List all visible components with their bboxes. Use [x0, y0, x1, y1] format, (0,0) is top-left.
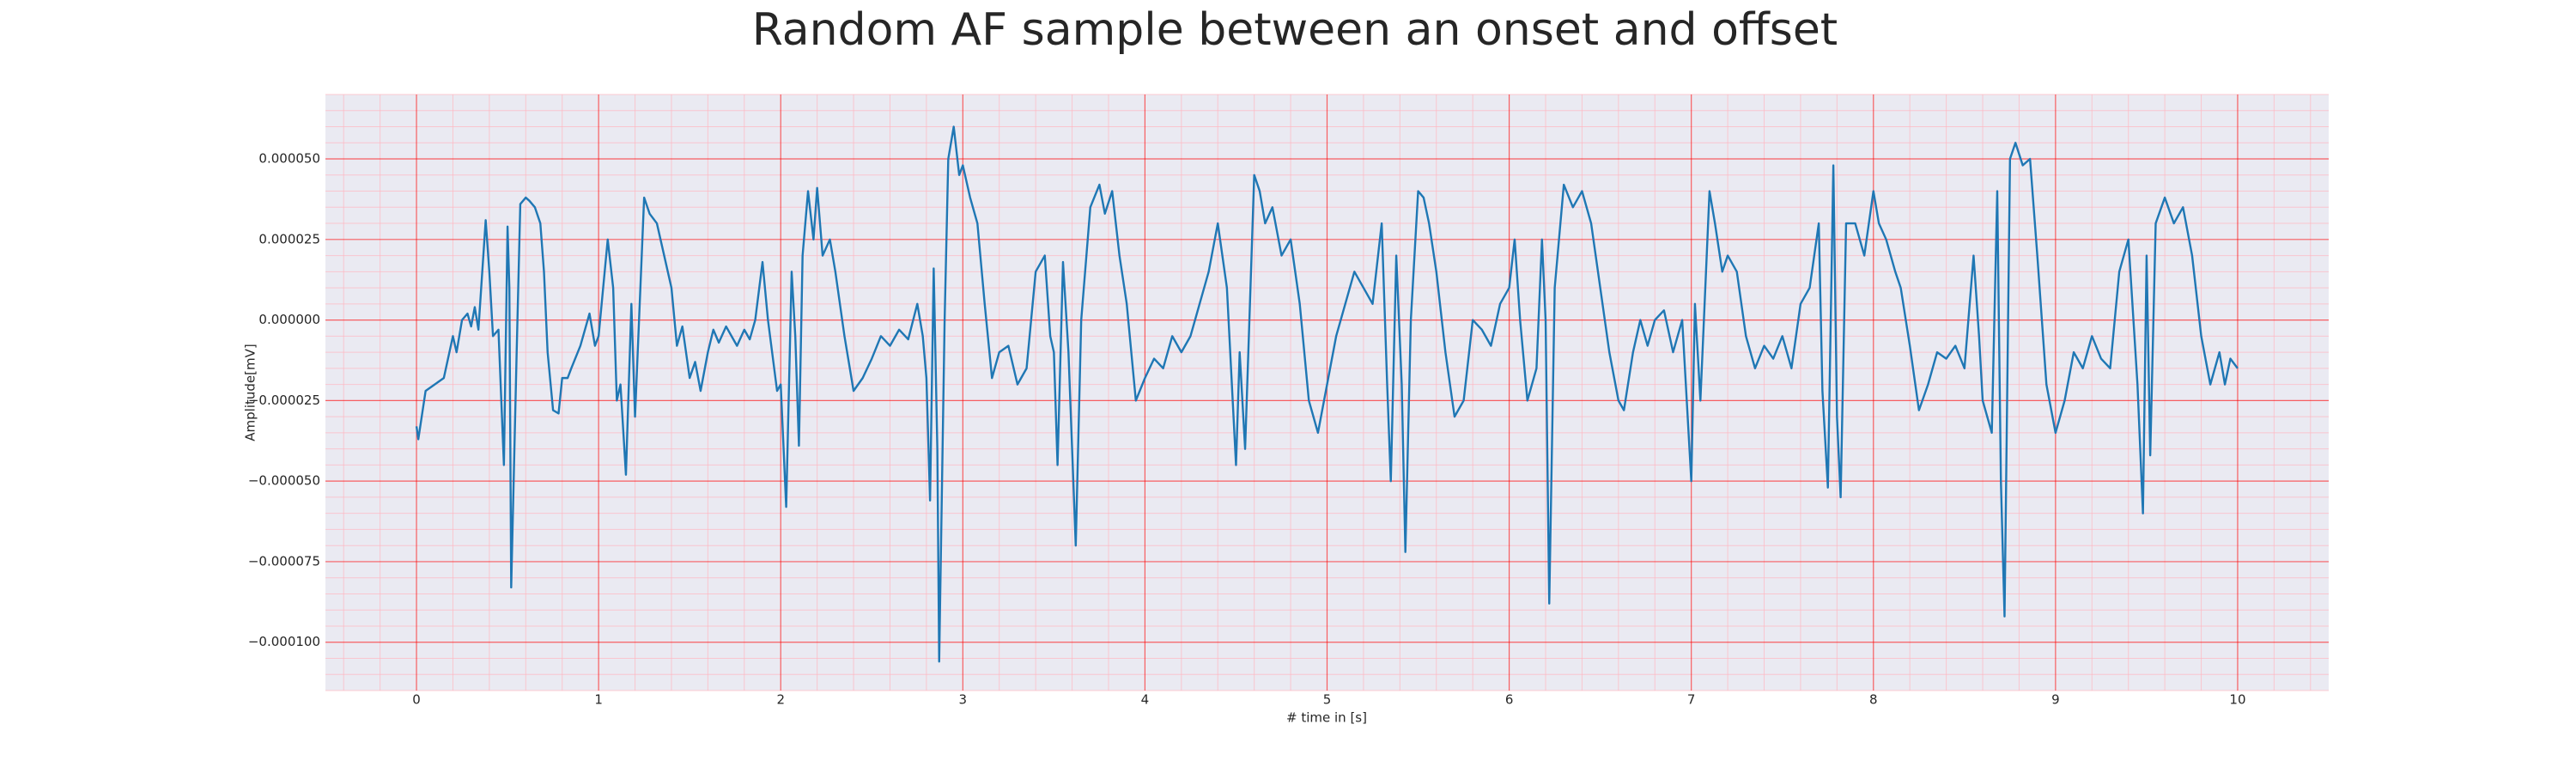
- y-tick-label: 0.000000: [258, 312, 320, 327]
- y-tick-label: 0.000050: [258, 151, 320, 167]
- x-tick-label: 4: [1141, 692, 1150, 708]
- y-tick-label: −0.000100: [248, 634, 320, 649]
- x-tick-label: 6: [1505, 692, 1514, 708]
- x-tick-label: 5: [1323, 692, 1332, 708]
- x-tick-label: 10: [2229, 692, 2245, 708]
- y-tick-label: −0.000050: [248, 473, 320, 489]
- y-tick-label: −0.000025: [248, 393, 320, 408]
- x-tick-label: 3: [959, 692, 968, 708]
- x-tick-label: 2: [776, 692, 785, 708]
- y-tick-label: 0.000025: [258, 231, 320, 247]
- marks: [415, 125, 2239, 663]
- signal-line: [415, 125, 2239, 663]
- x-axis-label: # time in [s]: [1286, 710, 1367, 726]
- y-tick-label: −0.000075: [248, 553, 320, 569]
- y-axis-label: Amplitude[mV]: [243, 344, 258, 441]
- chart-title: Random AF sample between an onset and of…: [752, 4, 1838, 56]
- labels: 0 1 2 3 4 5 6 7 8 9 10 −0.000100 −0.000075 −0.000050 −…: [248, 151, 2246, 708]
- x-tick-label: 9: [2051, 692, 2060, 708]
- grid: [325, 94, 2329, 691]
- x-tick-label: 7: [1687, 692, 1696, 708]
- x-tick-label: 8: [1869, 692, 1878, 708]
- x-tick-label: 1: [594, 692, 603, 708]
- x-tick-label: 0: [412, 692, 421, 708]
